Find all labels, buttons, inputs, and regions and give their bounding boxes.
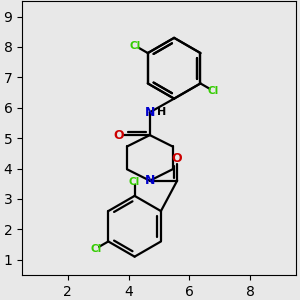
Text: O: O xyxy=(113,129,124,142)
Text: N: N xyxy=(145,174,155,187)
Text: Cl: Cl xyxy=(130,41,141,51)
Text: O: O xyxy=(172,152,182,165)
Text: Cl: Cl xyxy=(207,85,218,96)
Text: Cl: Cl xyxy=(129,177,140,187)
Text: N: N xyxy=(145,106,155,119)
Text: Cl: Cl xyxy=(90,244,102,254)
Text: H: H xyxy=(157,107,166,117)
